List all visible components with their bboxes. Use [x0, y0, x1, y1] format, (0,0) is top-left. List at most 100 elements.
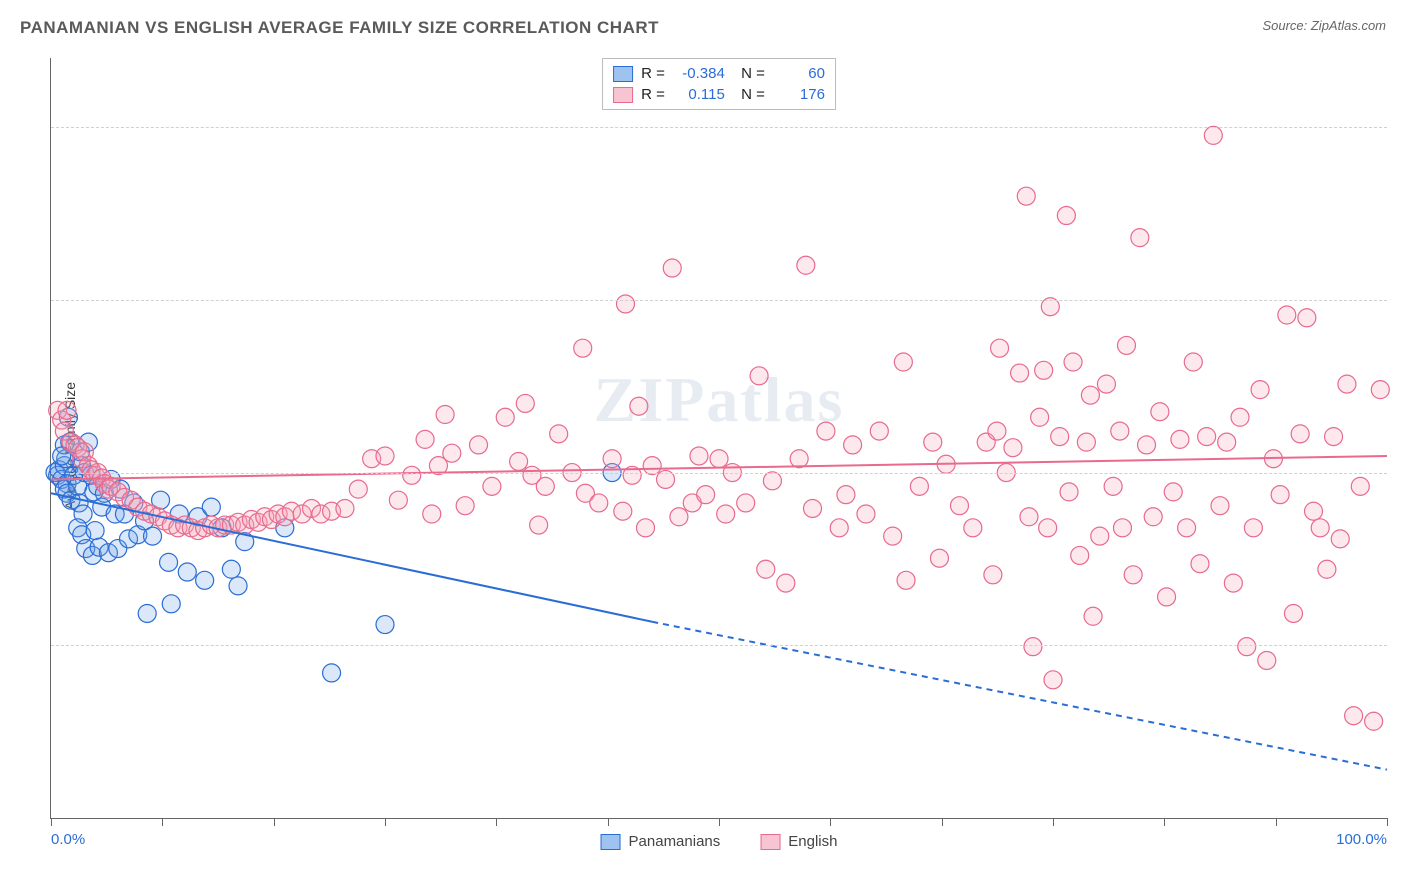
data-point: [964, 519, 982, 537]
x-tick: [942, 818, 943, 826]
data-point: [86, 522, 104, 540]
data-point: [690, 447, 708, 465]
data-point: [1318, 560, 1336, 578]
data-point: [894, 353, 912, 371]
data-point: [1305, 502, 1323, 520]
data-point: [1211, 497, 1229, 515]
data-point: [1131, 229, 1149, 247]
data-point: [510, 452, 528, 470]
data-point: [1097, 375, 1115, 393]
data-point: [323, 664, 341, 682]
data-point: [1371, 381, 1389, 399]
data-point: [1071, 546, 1089, 564]
data-point: [1113, 519, 1131, 537]
x-tick: [496, 818, 497, 826]
x-tick: [1276, 818, 1277, 826]
data-point: [1039, 519, 1057, 537]
data-point: [1365, 712, 1383, 730]
y-tick-label: 6.00: [1392, 119, 1406, 136]
data-point: [1278, 306, 1296, 324]
data-point: [1060, 483, 1078, 501]
data-point: [1017, 187, 1035, 205]
y-tick-label: 4.75: [1392, 291, 1406, 308]
y-tick-label: 3.50: [1392, 464, 1406, 481]
chart-title: PANAMANIAN VS ENGLISH AVERAGE FAMILY SIZ…: [20, 18, 659, 38]
data-point: [202, 498, 220, 516]
data-point: [530, 516, 548, 534]
data-point: [1031, 408, 1049, 426]
data-point: [830, 519, 848, 537]
stat-label: N =: [733, 86, 765, 103]
data-point: [1011, 364, 1029, 382]
data-point: [1077, 433, 1095, 451]
data-point: [1171, 430, 1189, 448]
swatch-icon: [760, 834, 780, 850]
data-point: [1224, 574, 1242, 592]
data-point: [717, 505, 735, 523]
trend-line-dashed: [652, 622, 1387, 770]
x-tick: [830, 818, 831, 826]
data-point: [616, 295, 634, 313]
stat-label: N =: [733, 65, 765, 82]
data-point: [389, 491, 407, 509]
data-point: [1138, 436, 1156, 454]
data-point: [1311, 519, 1329, 537]
scatter-svg: [51, 58, 1387, 818]
data-point: [950, 497, 968, 515]
x-tick: [51, 818, 52, 826]
data-point: [614, 502, 632, 520]
data-point: [1244, 519, 1262, 537]
data-point: [1057, 207, 1075, 225]
data-point: [160, 553, 178, 571]
data-point: [1231, 408, 1249, 426]
data-point: [697, 486, 715, 504]
gridline: [51, 645, 1387, 646]
data-point: [1004, 439, 1022, 457]
source-label: Source: ZipAtlas.com: [1262, 18, 1386, 33]
data-point: [777, 574, 795, 592]
stat-value: 0.115: [673, 86, 725, 103]
stat-value: 60: [773, 65, 825, 82]
x-tick: [274, 818, 275, 826]
data-point: [456, 497, 474, 515]
data-point: [222, 560, 240, 578]
data-point: [483, 477, 501, 495]
data-point: [1298, 309, 1316, 327]
data-point: [590, 494, 608, 512]
legend-label: English: [788, 833, 837, 850]
data-point: [790, 450, 808, 468]
data-point: [336, 499, 354, 517]
data-point: [436, 406, 454, 424]
data-point: [1064, 353, 1082, 371]
swatch-icon: [613, 87, 633, 103]
swatch-icon: [601, 834, 621, 850]
data-point: [897, 571, 915, 589]
data-point: [1117, 336, 1135, 354]
data-point: [349, 480, 367, 498]
data-point: [1111, 422, 1129, 440]
data-point: [1104, 477, 1122, 495]
data-point: [930, 549, 948, 567]
data-point: [884, 527, 902, 545]
chart-plot-area: ZIPatlas R = -0.384 N = 60 R = 0.115 N =…: [50, 58, 1387, 819]
legend-bottom: Panamanians English: [601, 833, 838, 850]
legend-item: Panamanians: [601, 833, 721, 850]
data-point: [1325, 428, 1343, 446]
data-point: [870, 422, 888, 440]
data-point: [1144, 508, 1162, 526]
data-point: [1198, 428, 1216, 446]
data-point: [550, 425, 568, 443]
data-point: [1351, 477, 1369, 495]
data-point: [1124, 566, 1142, 584]
swatch-icon: [613, 66, 633, 82]
data-point: [1184, 353, 1202, 371]
stat-value: -0.384: [673, 65, 725, 82]
data-point: [924, 433, 942, 451]
data-point: [984, 566, 1002, 584]
x-tick: [608, 818, 609, 826]
legend-item: English: [760, 833, 837, 850]
data-point: [58, 401, 76, 419]
data-point: [162, 595, 180, 613]
data-point: [1258, 651, 1276, 669]
data-point: [988, 422, 1006, 440]
